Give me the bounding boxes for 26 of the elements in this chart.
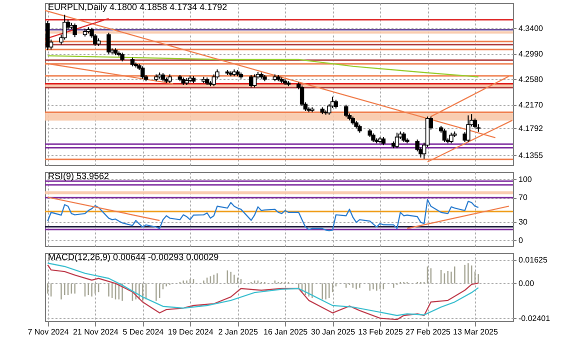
y-tick-label: 4.2170 <box>518 100 544 110</box>
x-tick-label: 21 Nov 2024 <box>72 328 119 336</box>
chart-title: MACD(12,26,9) 0.00644 -0.00293 0.00029 <box>48 252 219 262</box>
x-tick-label: 30 Jan 2025 <box>311 328 356 336</box>
y-tick-label: 0.00 <box>518 278 535 288</box>
y-tick-label: 0 <box>518 236 524 245</box>
y-tick-label: 4.2990 <box>518 49 544 58</box>
x-tick-label: 2 Jan 2025 <box>218 328 258 336</box>
x-tick-label: 16 Jan 2025 <box>264 328 308 336</box>
chart-title: RSI(9) 53.9562 <box>48 171 110 181</box>
y-tick-label: 70 <box>518 193 528 202</box>
x-tick-label: 13 Feb 2025 <box>358 328 404 336</box>
y-tick-label: 4.1355 <box>518 150 544 160</box>
x-tick-label: 7 Nov 2024 <box>28 328 70 336</box>
y-tick-label: -0.02401 <box>518 314 551 323</box>
x-tick-label: 19 Dec 2024 <box>168 328 214 336</box>
y-tick-label: 100 <box>518 174 532 184</box>
y-tick-label: 4.1792 <box>518 124 544 133</box>
y-tick-label: 4.3400 <box>518 24 544 33</box>
y-tick-label: 0.01625 <box>518 255 548 264</box>
y-tick-label: 30 <box>518 218 528 227</box>
x-tick-label: 27 Feb 2025 <box>406 328 452 336</box>
chart-title: EURPLN,Daily 4.1800 4.1858 4.1734 4.1792 <box>48 2 228 12</box>
x-tick-label: 13 Mar 2025 <box>453 328 498 336</box>
y-tick-label: 4.2580 <box>518 74 544 84</box>
x-tick-label: 5 Dec 2024 <box>122 328 164 336</box>
